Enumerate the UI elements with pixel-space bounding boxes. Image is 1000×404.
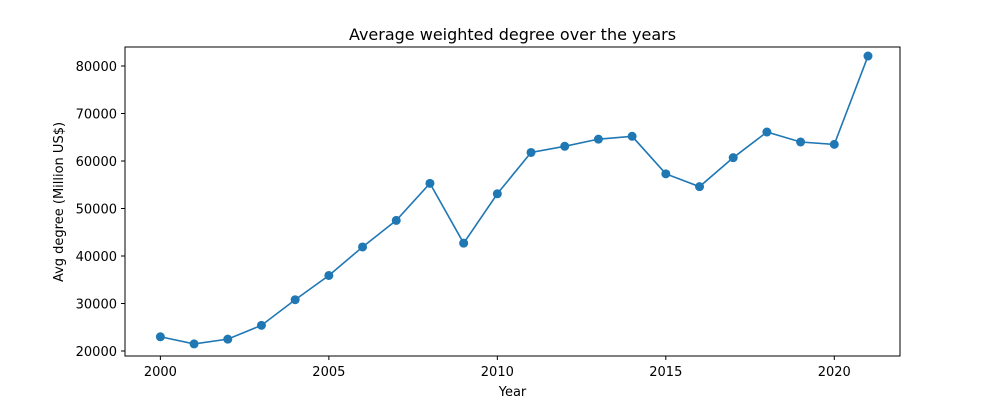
data-point (223, 334, 233, 344)
y-tick-label: 20000 (76, 345, 117, 360)
x-tick-label: 2015 (649, 365, 682, 380)
data-point (492, 189, 502, 199)
x-axis-label: Year (498, 385, 527, 400)
x-axis: 2000 2005 2010 2015 2020 (144, 356, 851, 380)
y-tick-label: 60000 (76, 155, 117, 170)
y-axis-label: Avg degree (Million US$) (52, 122, 67, 282)
data-point (661, 169, 671, 179)
data-point (560, 141, 570, 151)
plot-frame (124, 46, 901, 357)
data-point (290, 295, 300, 305)
data-point (526, 147, 536, 157)
data-point (459, 238, 469, 248)
data-point (189, 339, 199, 349)
data-point (155, 332, 165, 342)
data-point (829, 139, 839, 149)
data-point (627, 131, 637, 141)
y-tick-label: 70000 (76, 108, 117, 123)
plot-area (155, 51, 873, 349)
y-tick-label: 30000 (76, 298, 117, 313)
x-tick-label: 2010 (481, 365, 514, 380)
data-point (256, 320, 266, 330)
y-axis: 20000 30000 40000 50000 60000 70000 80000 (76, 60, 125, 360)
y-tick-label: 80000 (76, 60, 117, 75)
x-tick-label: 2020 (818, 365, 851, 380)
series-line (160, 55, 869, 345)
data-point (593, 134, 603, 144)
y-tick-label: 50000 (76, 203, 117, 218)
data-point (358, 242, 368, 252)
data-point (695, 182, 705, 192)
data-point (391, 215, 401, 225)
y-tick-label: 40000 (76, 250, 117, 265)
data-point (728, 153, 738, 163)
data-point (324, 270, 334, 280)
x-tick-label: 2005 (312, 365, 345, 380)
data-point (425, 178, 435, 188)
x-tick-label: 2000 (144, 365, 177, 380)
data-point (762, 127, 772, 137)
chart-title: Average weighted degree over the years (349, 25, 676, 44)
data-point (796, 137, 806, 147)
data-point (863, 51, 873, 61)
